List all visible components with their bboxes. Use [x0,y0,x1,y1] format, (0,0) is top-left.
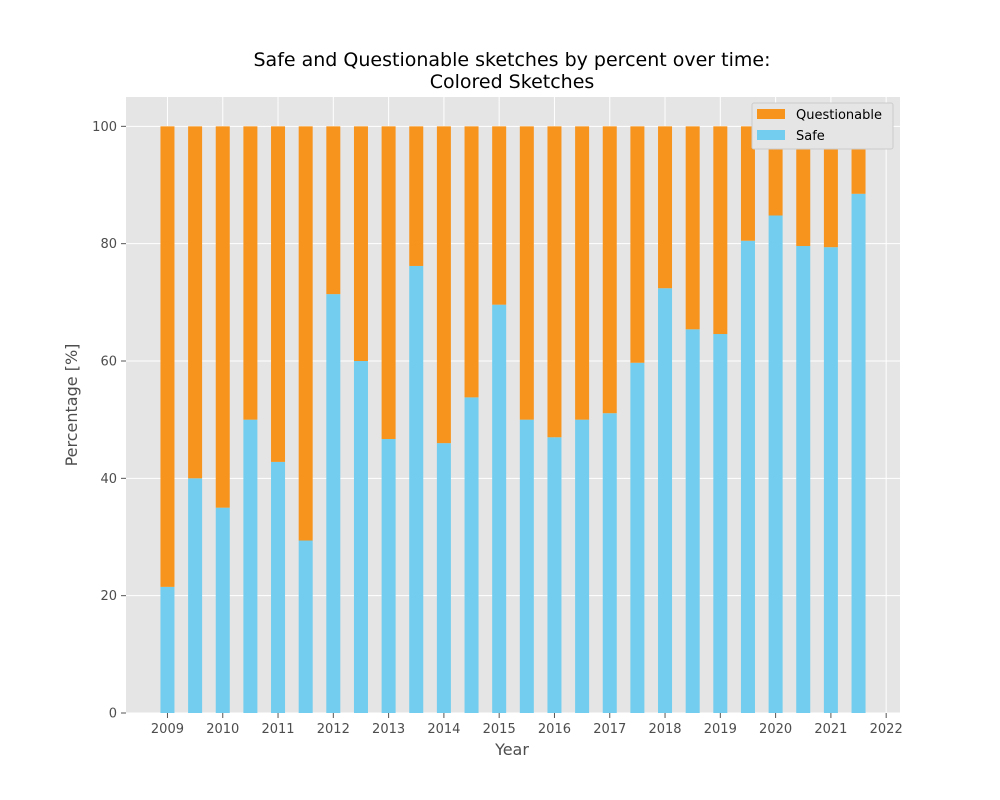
bar-questionable [575,126,590,420]
bar-questionable [658,126,673,289]
bar-safe [630,362,645,713]
y-tick-label: 100 [92,120,117,135]
y-tick-label: 60 [100,355,117,370]
x-tick-label: 2016 [538,722,571,737]
x-axis-ticks: 2009 2010 2011 2012 2013 2014 2015 2016 2017 2018… [151,713,903,737]
bar-questionable [464,126,479,398]
bar-safe [436,443,451,713]
bar-questionable [436,126,451,444]
bar-safe [353,361,368,713]
bar-questionable [547,126,562,438]
x-tick-label: 2022 [870,722,903,737]
bar-questionable [188,126,203,479]
bar-safe [243,419,258,713]
x-tick-label: 2013 [372,722,405,737]
bar-safe [271,461,286,713]
bar-questionable [409,126,424,266]
x-tick-label: 2014 [427,722,460,737]
bar-questionable [796,126,811,247]
bar-safe [492,304,507,713]
bar-safe [851,193,866,714]
bar-safe [188,478,203,713]
bar-safe [823,247,838,714]
bar-safe [409,265,424,713]
plot-area [126,97,900,713]
y-axis-label: Percentage [%] [62,344,81,467]
x-tick-label: 2012 [317,722,350,737]
bar-safe [685,329,700,713]
legend-swatch-safe [757,130,785,140]
bar-safe [658,288,673,713]
x-tick-label: 2018 [648,722,681,737]
bar-safe [547,437,562,713]
y-axis-ticks: 0 20 40 60 80 100 [92,120,126,722]
y-tick-label: 0 [109,707,117,722]
bar-questionable [713,126,728,335]
y-tick-label: 20 [100,589,117,604]
x-tick-label: 2021 [814,722,847,737]
bar-safe [464,397,479,713]
bar-questionable [630,126,645,363]
bar-safe [326,294,341,713]
legend-label-questionable: Questionable [796,108,882,123]
bar-questionable [243,126,258,420]
bar-questionable [353,126,368,361]
chart-title-line-2: Colored Sketches [430,71,595,93]
x-tick-label: 2017 [593,722,626,737]
bar-questionable [326,126,341,295]
bar-safe [740,240,755,713]
x-tick-label: 2019 [704,722,737,737]
bar-questionable [271,126,286,462]
bar-questionable [215,126,230,508]
bar-safe [298,540,313,713]
x-tick-label: 2010 [206,722,239,737]
bar-safe [796,246,811,713]
bar-safe [519,419,534,713]
x-tick-label: 2009 [151,722,184,737]
bar-questionable [492,126,507,305]
bar-questionable [685,126,700,330]
bars [160,126,866,714]
x-axis-label: Year [494,740,529,759]
chart-title-line-1: Safe and Questionable sketches by percen… [254,49,771,71]
x-tick-label: 2015 [483,722,516,737]
legend: Questionable Safe [751,102,894,150]
bar-safe [381,439,396,713]
legend-box [751,102,894,150]
x-tick-label: 2011 [261,722,294,737]
y-tick-label: 40 [100,472,117,487]
bar-safe [713,334,728,713]
bar-questionable [298,126,313,541]
legend-label-safe: Safe [796,129,825,144]
bar-questionable [602,126,617,414]
bar-safe [575,419,590,713]
bar-safe [768,215,783,714]
bar-questionable [823,126,838,248]
x-tick-label: 2020 [759,722,792,737]
legend-swatch-questionable [757,109,785,119]
bar-safe [602,413,617,713]
y-tick-label: 80 [100,237,117,252]
bar-questionable [381,126,396,440]
bar-safe [160,586,175,713]
bar-safe [215,507,230,713]
bar-questionable [740,126,755,241]
bar-questionable [519,126,534,420]
bar-questionable [160,126,175,587]
